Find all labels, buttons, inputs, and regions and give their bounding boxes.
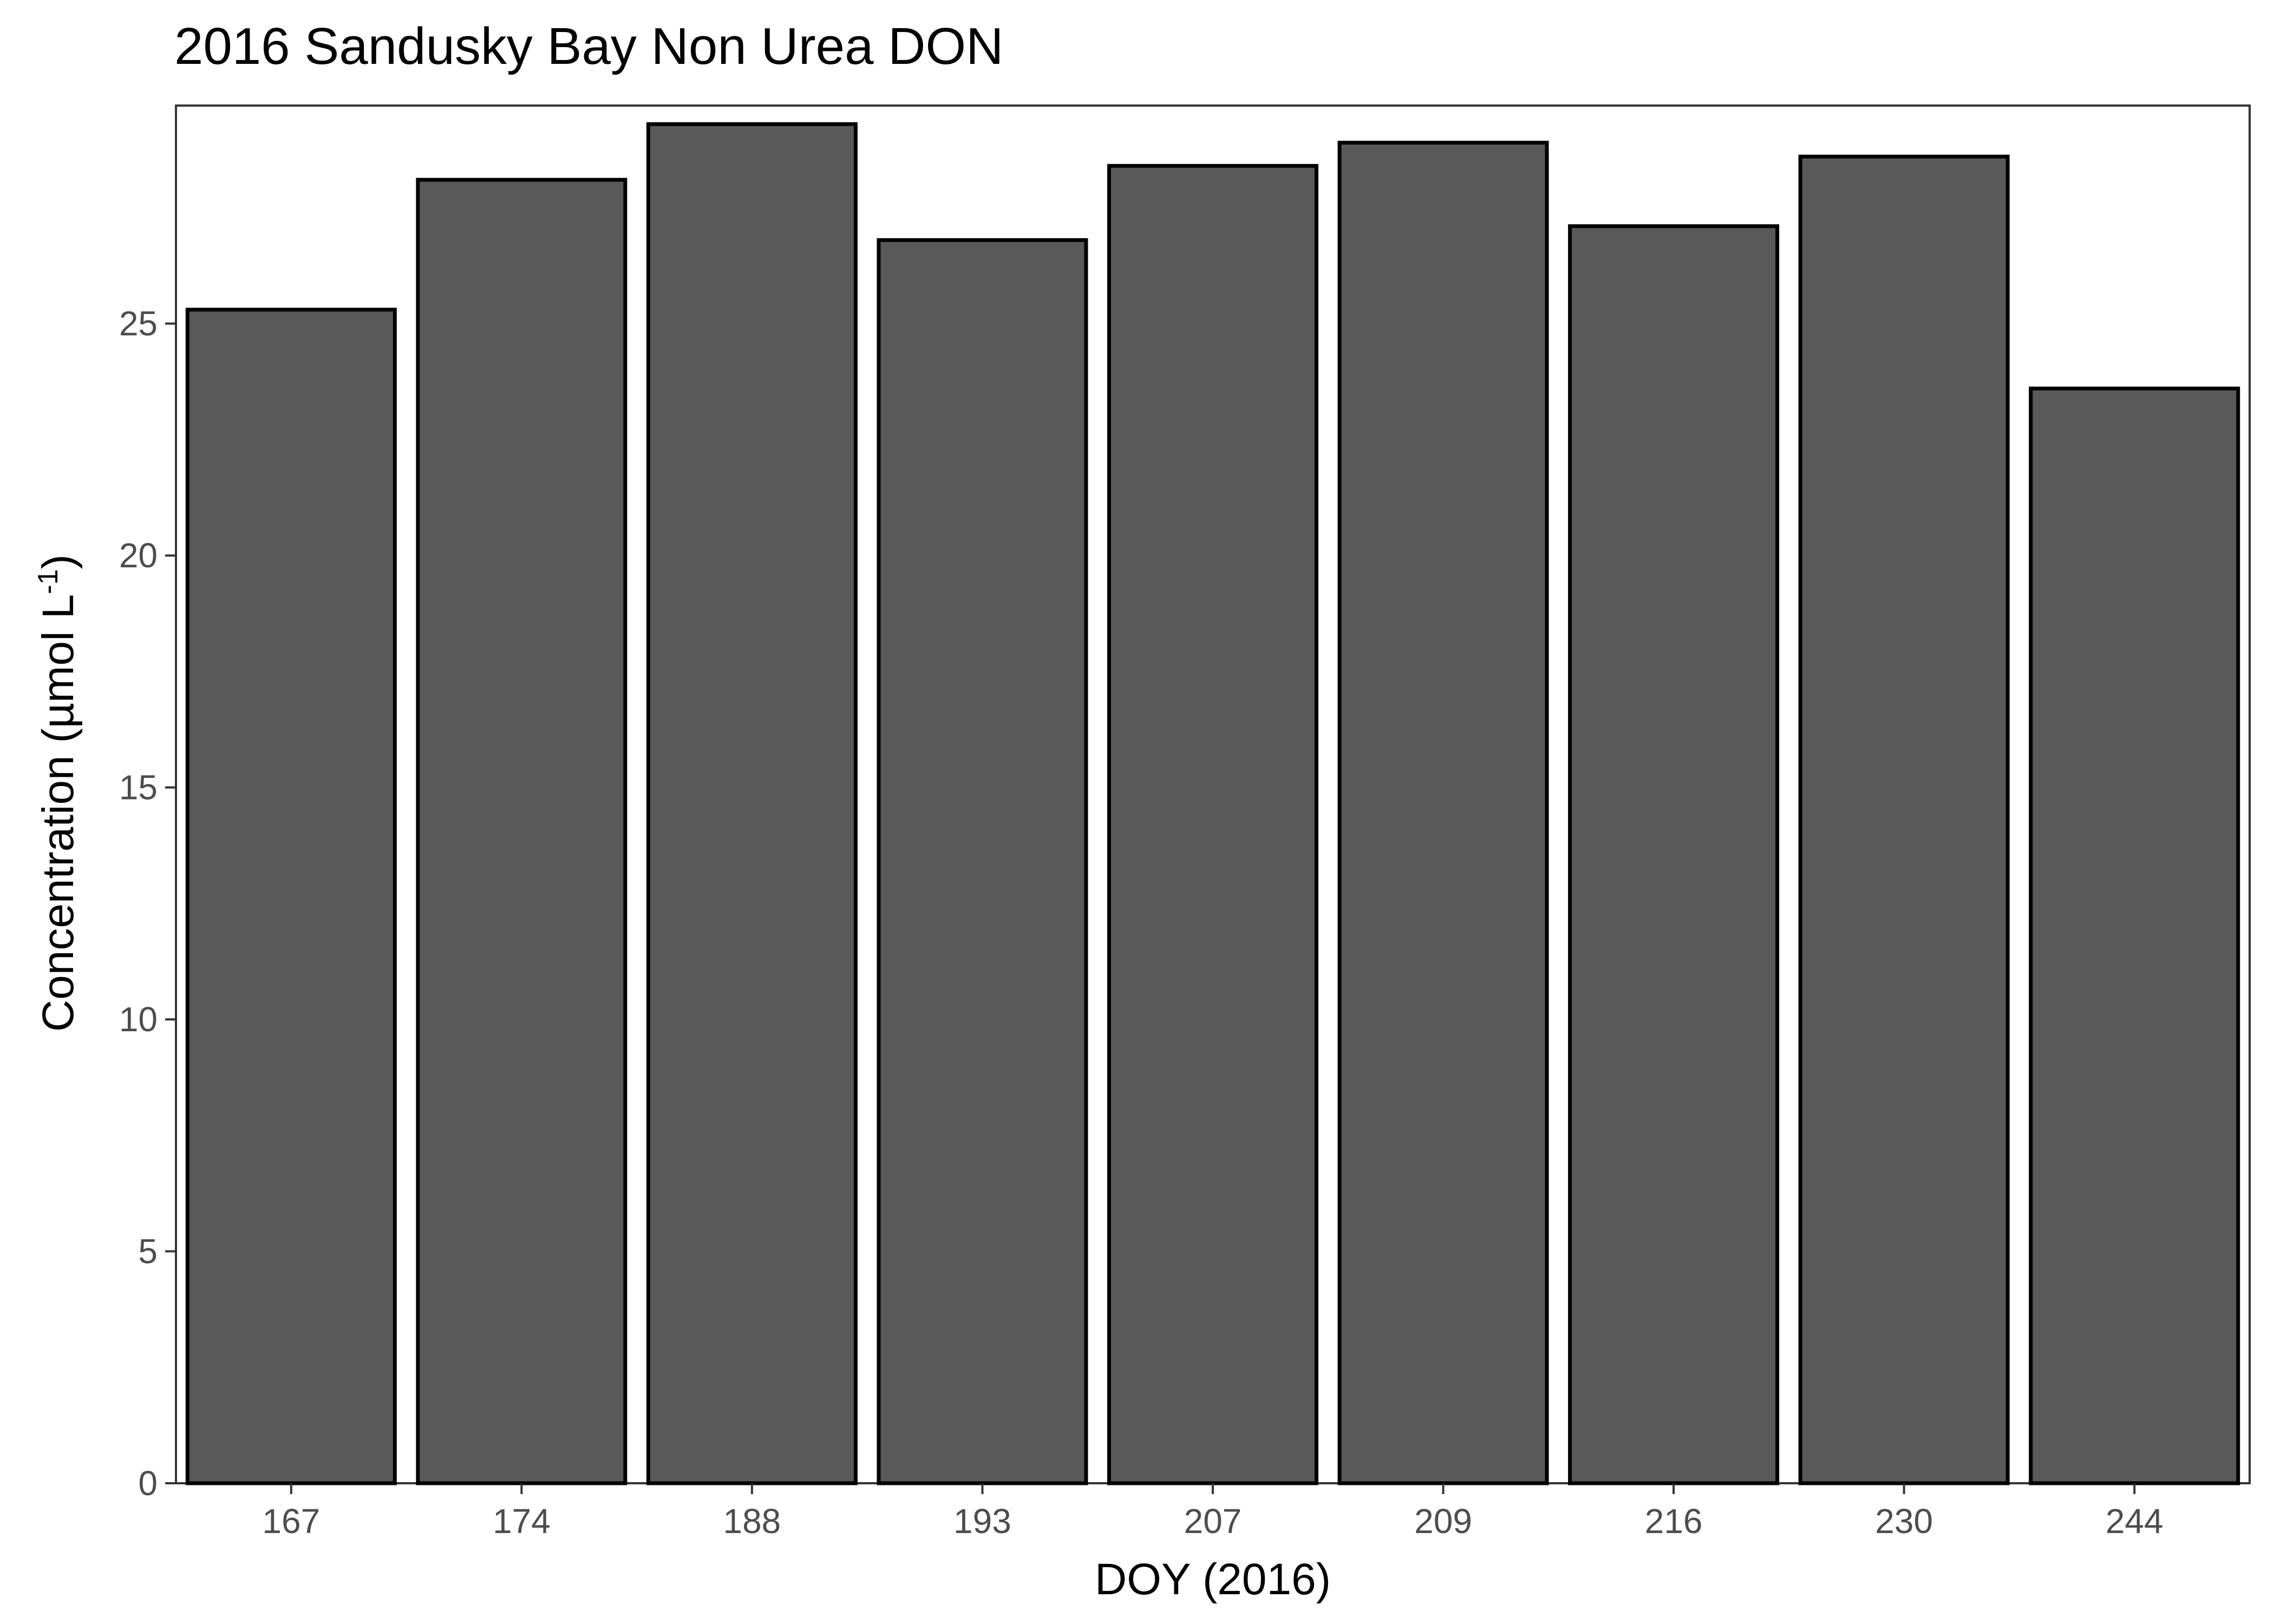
y-tick-label-15: 15 [119,768,158,807]
x-tick-label-244: 244 [2106,1502,2164,1541]
x-axis-title: DOY (2016) [1095,1555,1331,1604]
bar-193 [877,238,1088,1485]
y-axis-title-superscript: -1 [32,569,64,594]
y-axis: 0 5 10 15 20 25 [119,304,176,1503]
x-tick-label-188: 188 [723,1502,781,1541]
x-tick-label-209: 209 [1414,1502,1472,1541]
y-axis-title-close: ) [34,554,83,569]
bar-244 [2029,387,2240,1485]
x-axis: 167 174 188 193 207 209 216 230 244 [262,1483,2164,1541]
y-tick-label-0: 0 [138,1464,158,1503]
y-tick-label-20: 20 [119,536,158,575]
x-tick-label-167: 167 [262,1502,320,1541]
bar-216 [1568,224,1780,1485]
y-tick-label-10: 10 [119,1000,158,1039]
x-tick-label-174: 174 [493,1502,551,1541]
x-tick-label-216: 216 [1645,1502,1703,1541]
x-tick-label-193: 193 [953,1502,1011,1541]
y-tick-label-5: 5 [138,1232,158,1271]
x-tick-label-230: 230 [1875,1502,1933,1541]
bar-174 [416,178,628,1485]
bar-167 [185,307,397,1485]
bar-230 [1798,154,2010,1485]
y-tick-label-25: 25 [119,304,158,343]
bars-group [185,122,2240,1485]
bar-188 [646,122,858,1485]
bar-209 [1337,141,1549,1485]
y-axis-title: Concentration (µmol L-1) [32,554,83,1032]
bar-207 [1107,163,1318,1485]
y-axis-title-main: Concentration (µmol L [34,594,83,1032]
chart-title: 2016 Sandusky Bay Non Urea DON [174,17,1003,75]
x-tick-label-207: 207 [1184,1502,1242,1541]
